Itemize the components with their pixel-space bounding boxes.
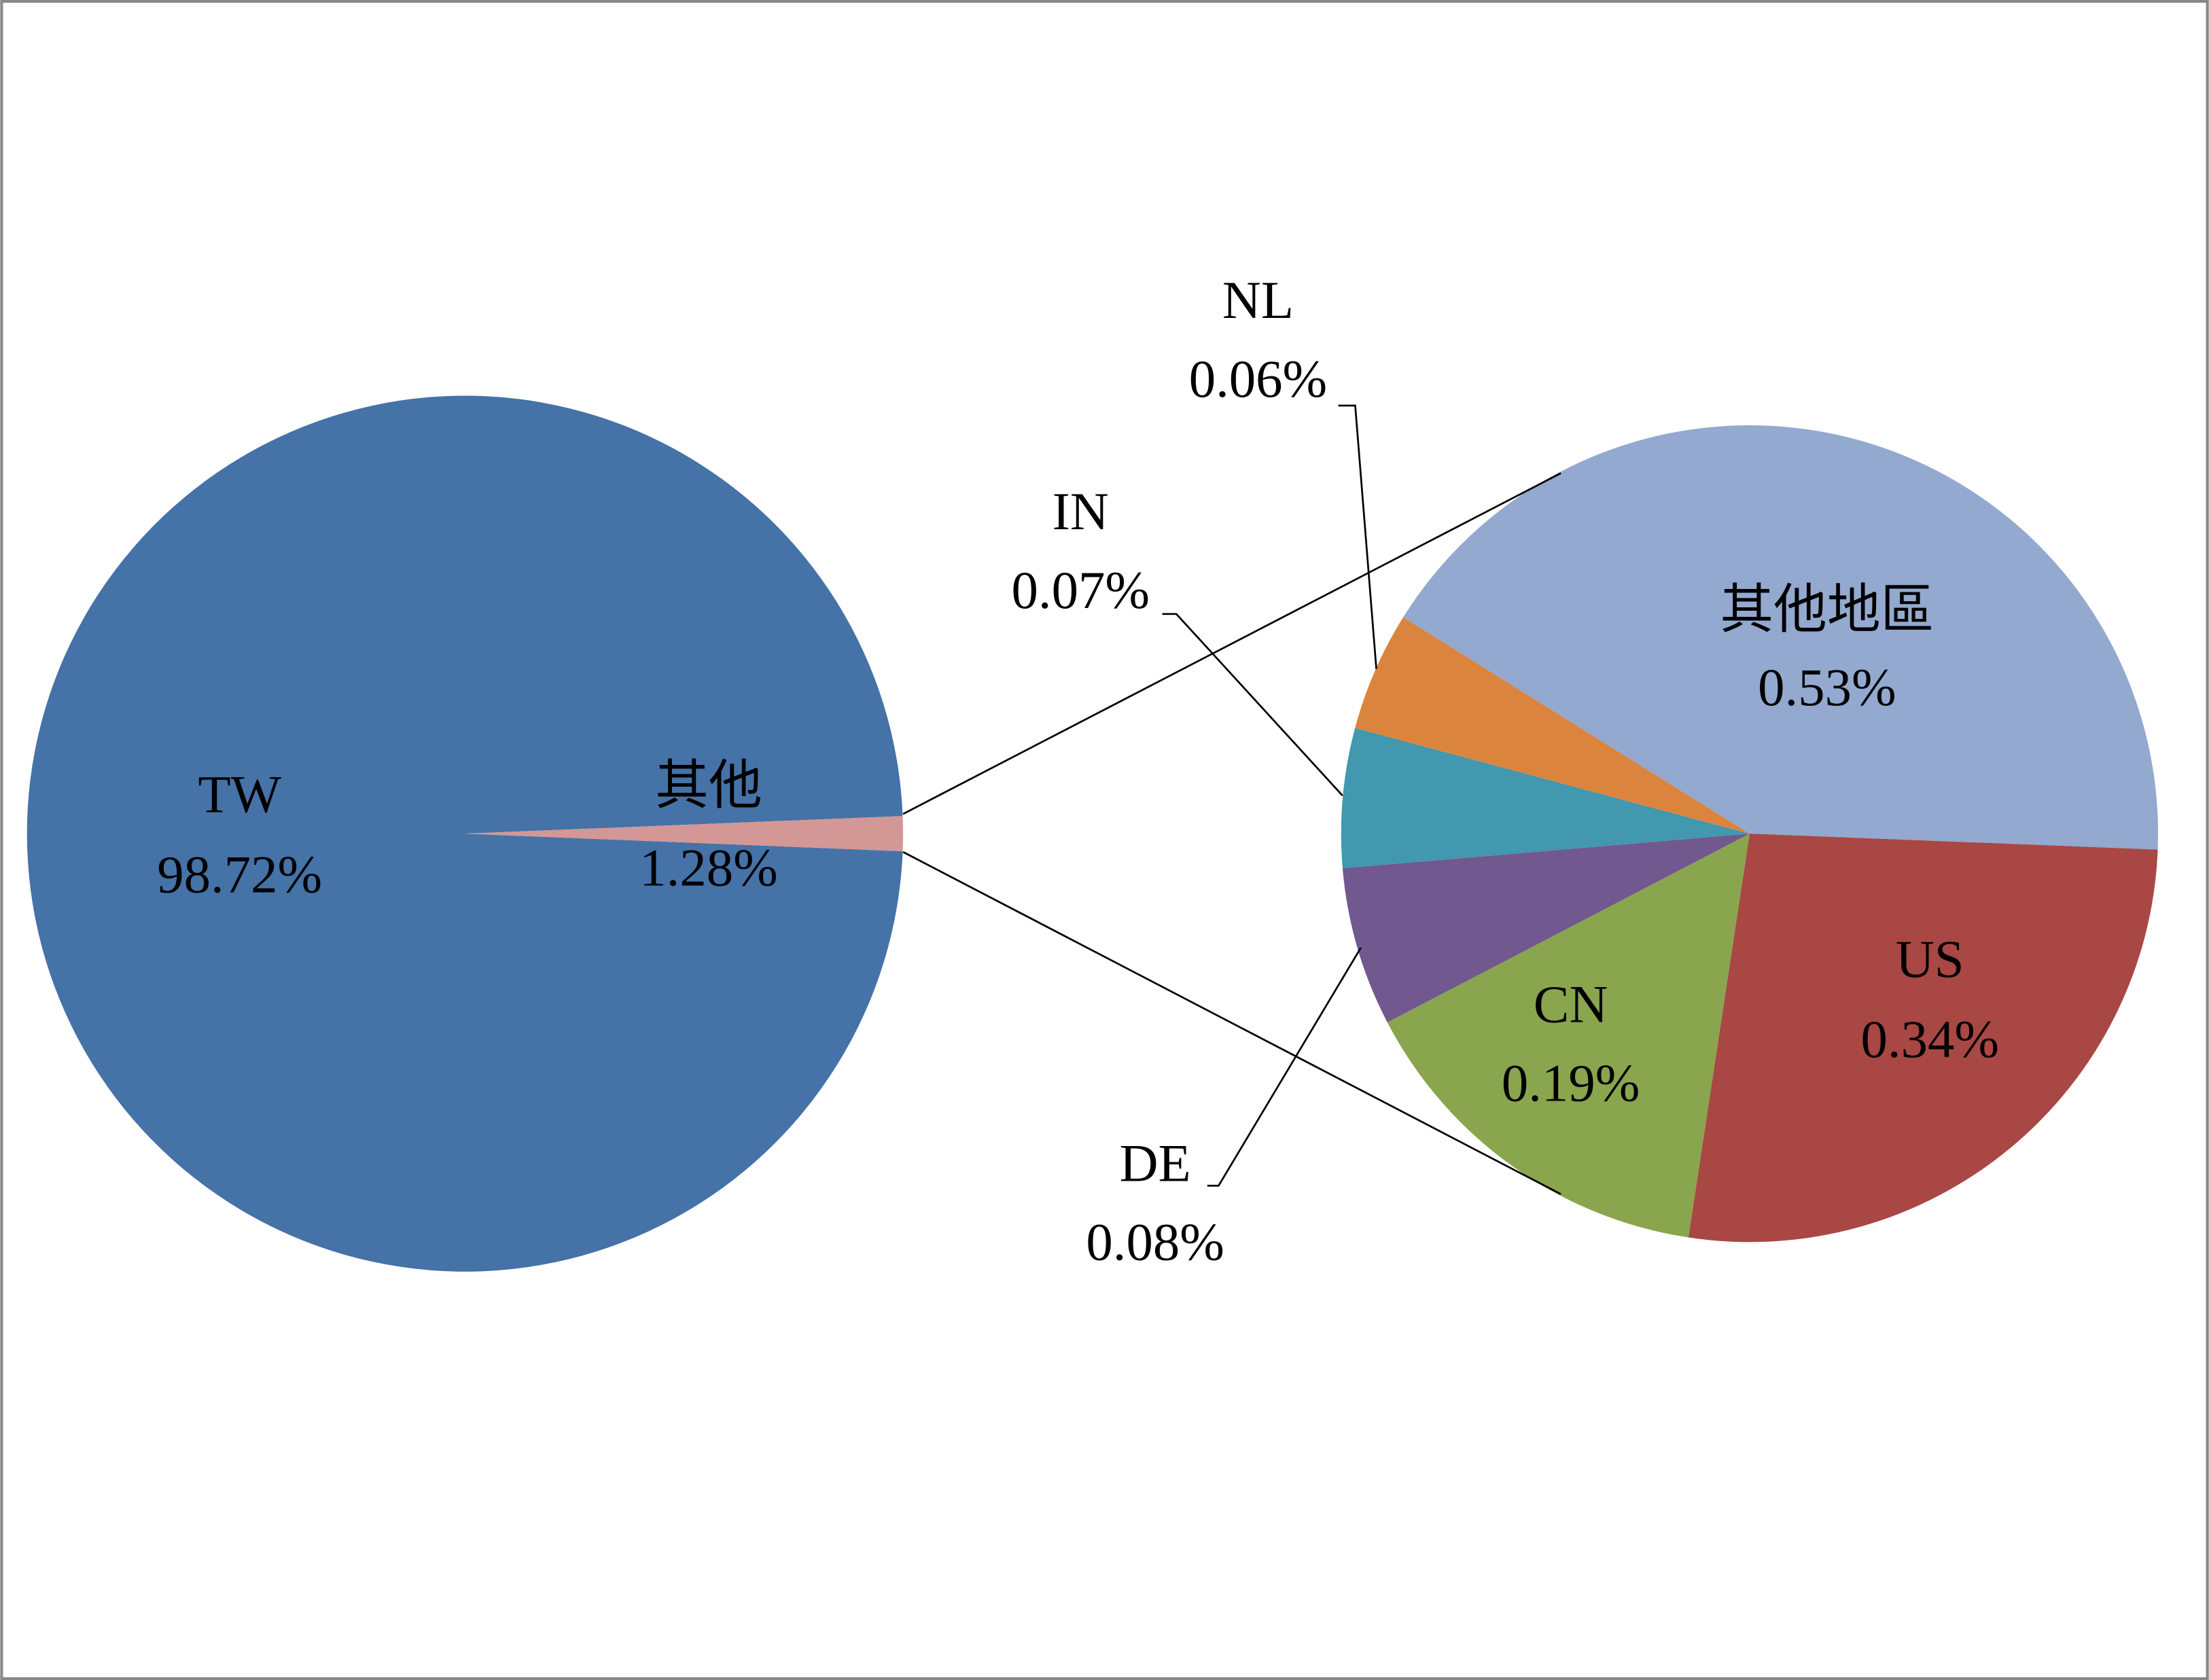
pie-slice xyxy=(1403,425,2159,850)
slice-value-label: 0.07% xyxy=(1012,561,1150,620)
leader-line xyxy=(1207,947,1362,1187)
pie-slice xyxy=(1355,617,1750,834)
slice-category-label: NL xyxy=(1222,271,1294,330)
slice-value-label: 0.08% xyxy=(1086,1213,1224,1272)
slice-category-label: CN xyxy=(1534,975,1608,1034)
slice-category-label: 其他 xyxy=(655,757,762,816)
pie-slice xyxy=(1341,728,1750,869)
slice-value-label: 1.28% xyxy=(639,838,777,897)
slice-category-label: DE xyxy=(1120,1134,1191,1194)
slice-category-label: 其他地區 xyxy=(1720,581,1934,640)
slice-category-label: TW xyxy=(198,765,281,824)
connector-line xyxy=(902,851,1561,1196)
slice-category-label: US xyxy=(1896,930,1964,989)
pie-slice xyxy=(465,816,904,852)
slice-value-label: 0.53% xyxy=(1758,658,1896,717)
slice-value-label: 0.06% xyxy=(1189,350,1327,409)
slice-value-label: 0.34% xyxy=(1861,1010,1999,1069)
slice-value-label: 0.19% xyxy=(1502,1054,1640,1113)
pie-slice xyxy=(1688,834,2158,1243)
slice-category-label: IN xyxy=(1053,482,1109,541)
pie-slice xyxy=(26,395,903,1272)
pie-slice xyxy=(1387,834,1750,1238)
connector-line xyxy=(902,472,1561,815)
pie-slice xyxy=(1342,834,1750,1023)
slice-value-label: 98.72% xyxy=(157,846,322,905)
leader-line xyxy=(1338,404,1377,669)
leader-line xyxy=(1162,613,1343,797)
